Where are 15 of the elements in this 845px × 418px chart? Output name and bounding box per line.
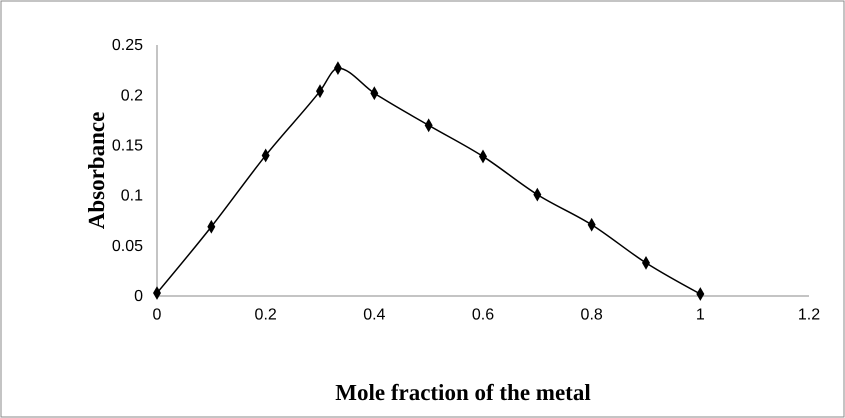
x-tick-label: 0 (152, 306, 162, 324)
x-axis-title: Mole fraction of the metal (335, 380, 591, 405)
y-tick-label: 0.05 (112, 238, 144, 255)
x-tick-label: 1 (696, 306, 705, 324)
y-tick-label: 0.25 (112, 37, 144, 54)
y-tick-label: 0 (134, 288, 144, 306)
x-tick-label: 0.2 (254, 306, 277, 324)
x-tick-label: 0.6 (472, 306, 494, 324)
x-tick-label: 1.2 (798, 306, 820, 324)
y-tick-label: 0.15 (112, 138, 144, 155)
y-axis-title: Absorbance (84, 112, 109, 230)
y-tick-label: 0.1 (120, 188, 144, 205)
x-tick-label: 0.4 (363, 306, 386, 324)
x-tick-label: 0.8 (580, 306, 603, 324)
y-tick-label: 0.2 (120, 87, 144, 104)
